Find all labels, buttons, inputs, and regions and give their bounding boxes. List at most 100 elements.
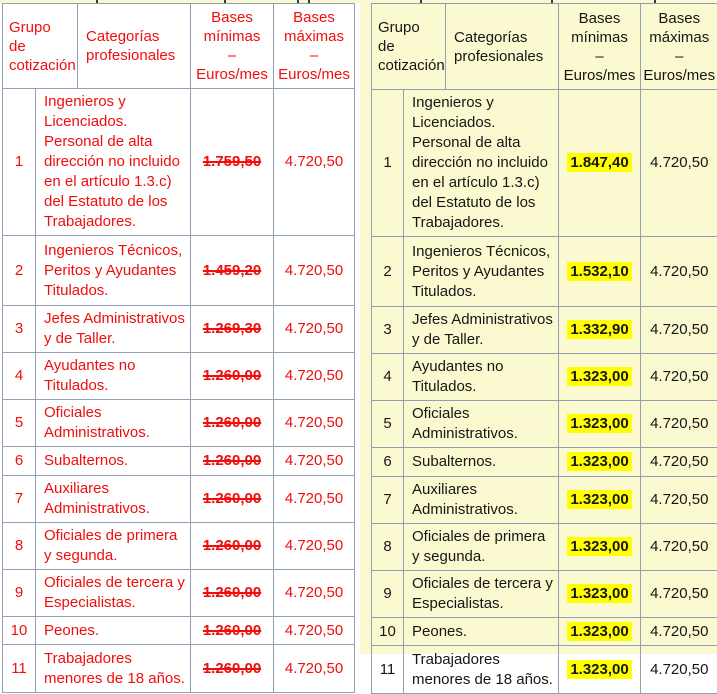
- right-panel: Grupo de cotización Categorías profesion…: [360, 0, 717, 654]
- max-base-cell: 4.720,50: [641, 646, 717, 694]
- group-cell: 3: [3, 306, 36, 353]
- table-row: 11 Trabajadores menores de 18 años. 1.26…: [3, 645, 355, 693]
- max-base-cell: 4.720,50: [274, 645, 355, 693]
- strikethrough-value: 1.260,00: [203, 367, 261, 384]
- category-cell: Peones.: [404, 618, 559, 646]
- table-row: 6 Subalternos. 1.260,00 4.720,50: [3, 447, 355, 476]
- text-remnant-mark: [420, 0, 422, 3]
- table-header-row: Grupo de cotización Categorías profesion…: [3, 4, 355, 89]
- col-header-max: Bases máximas – Euros/mes: [274, 4, 355, 89]
- col-header-group: Grupo de cotización: [3, 4, 78, 89]
- table-row: 1 Ingenieros y Licenciados. Personal de …: [372, 90, 717, 237]
- max-base-cell: 4.720,50: [274, 447, 355, 476]
- category-cell: Auxiliares Administrativos.: [404, 477, 559, 524]
- max-base-cell: 4.720,50: [641, 307, 717, 354]
- group-cell: 6: [3, 447, 36, 476]
- table-header-row: Grupo de cotización Categorías profesion…: [372, 4, 717, 90]
- col-header-categories: Categorías profesionales: [78, 4, 191, 89]
- group-cell: 7: [3, 476, 36, 523]
- min-base-cell: 1.260,00: [191, 645, 274, 693]
- group-cell: 4: [3, 353, 36, 400]
- max-base-cell: 4.720,50: [274, 476, 355, 523]
- min-base-cell: 1.847,40: [559, 90, 641, 237]
- max-base-cell: 4.720,50: [641, 524, 717, 571]
- category-cell: Ingenieros y Licenciados. Personal de al…: [404, 90, 559, 237]
- table-row: 11 Trabajadores menores de 18 años. 1.32…: [372, 646, 717, 694]
- min-base-cell: 1.323,00: [559, 477, 641, 524]
- highlighted-value: 1.323,00: [567, 660, 631, 679]
- category-cell: Subalternos.: [404, 448, 559, 477]
- max-base-cell: 4.720,50: [274, 306, 355, 353]
- strikethrough-value: 1.260,00: [203, 584, 261, 601]
- category-cell: Subalternos.: [36, 447, 191, 476]
- group-cell: 10: [372, 618, 404, 646]
- max-base-cell: 4.720,50: [274, 89, 355, 236]
- group-cell: 11: [3, 645, 36, 693]
- col-header-group: Grupo de cotización: [372, 4, 446, 90]
- min-base-cell: 1.323,00: [559, 401, 641, 448]
- category-cell: Peones.: [36, 617, 191, 645]
- category-cell: Oficiales de primera y segunda.: [404, 524, 559, 571]
- category-cell: Trabajadores menores de 18 años.: [36, 645, 191, 693]
- min-base-cell: 1.260,00: [191, 447, 274, 476]
- highlighted-value: 1.323,00: [567, 367, 631, 386]
- highlighted-value: 1.323,00: [567, 452, 631, 471]
- group-cell: 4: [372, 354, 404, 401]
- highlighted-value: 1.532,10: [567, 262, 631, 281]
- highlighted-value: 1.323,00: [567, 490, 631, 509]
- group-cell: 6: [372, 448, 404, 477]
- category-cell: Jefes Administrativos y de Taller.: [404, 307, 559, 354]
- table-row: 8 Oficiales de primera y segunda. 1.260,…: [3, 523, 355, 570]
- top-clipped-strip: [0, 0, 717, 3]
- group-cell: 8: [372, 524, 404, 571]
- max-base-cell: 4.720,50: [641, 354, 717, 401]
- table-row: 6 Subalternos. 1.323,00 4.720,50: [372, 448, 717, 477]
- category-cell: Ayudantes no Titulados.: [36, 353, 191, 400]
- group-cell: 5: [372, 401, 404, 448]
- group-cell: 9: [3, 570, 36, 617]
- min-base-cell: 1.323,00: [559, 618, 641, 646]
- text-remnant-mark: [224, 0, 226, 3]
- min-base-cell: 1.323,00: [559, 448, 641, 477]
- max-base-cell: 4.720,50: [641, 618, 717, 646]
- min-base-cell: 1.323,00: [559, 354, 641, 401]
- strikethrough-value: 1.269,30: [203, 320, 261, 337]
- category-cell: Oficiales de tercera y Especialistas.: [36, 570, 191, 617]
- text-remnant-mark: [308, 0, 310, 3]
- group-cell: 2: [372, 237, 404, 307]
- max-base-cell: 4.720,50: [274, 236, 355, 306]
- group-cell: 3: [372, 307, 404, 354]
- category-cell: Ingenieros Técnicos, Peritos y Ayudantes…: [36, 236, 191, 306]
- max-base-cell: 4.720,50: [274, 400, 355, 447]
- max-base-cell: 4.720,50: [641, 90, 717, 237]
- category-cell: Oficiales de primera y segunda.: [36, 523, 191, 570]
- group-cell: 7: [372, 477, 404, 524]
- max-base-cell: 4.720,50: [641, 237, 717, 307]
- max-base-cell: 4.720,50: [641, 571, 717, 618]
- table-row: 10 Peones. 1.260,00 4.720,50: [3, 617, 355, 645]
- table-row: 2 Ingenieros Técnicos, Peritos y Ayudant…: [372, 237, 717, 307]
- strikethrough-value: 1.459,20: [203, 262, 261, 279]
- strikethrough-value: 1.260,00: [203, 490, 261, 507]
- category-cell: Ayudantes no Titulados.: [404, 354, 559, 401]
- text-remnant-mark: [551, 0, 553, 3]
- highlighted-value: 1.847,40: [567, 153, 631, 172]
- table-row: 5 Oficiales Administrativos. 1.323,00 4.…: [372, 401, 717, 448]
- min-base-cell: 1.260,00: [191, 476, 274, 523]
- min-base-cell: 1.332,90: [559, 307, 641, 354]
- min-base-cell: 1.260,00: [191, 617, 274, 645]
- min-base-cell: 1.260,00: [191, 400, 274, 447]
- min-base-cell: 1.532,10: [559, 237, 641, 307]
- table-row: 5 Oficiales Administrativos. 1.260,00 4.…: [3, 400, 355, 447]
- table-row: 7 Auxiliares Administrativos. 1.323,00 4…: [372, 477, 717, 524]
- strikethrough-value: 1.260,00: [203, 414, 261, 431]
- group-cell: 5: [3, 400, 36, 447]
- strikethrough-value: 1.260,00: [203, 622, 261, 639]
- category-cell: Oficiales de tercera y Especialistas.: [404, 571, 559, 618]
- max-base-cell: 4.720,50: [274, 353, 355, 400]
- table-row: 9 Oficiales de tercera y Especialistas. …: [372, 571, 717, 618]
- table-row: 3 Jefes Administrativos y de Taller. 1.2…: [3, 306, 355, 353]
- text-remnant-mark: [654, 0, 656, 3]
- min-base-cell: 1.459,20: [191, 236, 274, 306]
- table-row: 7 Auxiliares Administrativos. 1.260,00 4…: [3, 476, 355, 523]
